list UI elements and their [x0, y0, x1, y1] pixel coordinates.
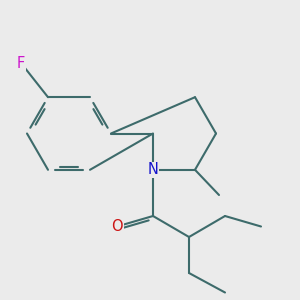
- Text: O: O: [111, 219, 123, 234]
- Text: N: N: [148, 162, 158, 177]
- Text: F: F: [17, 56, 25, 70]
